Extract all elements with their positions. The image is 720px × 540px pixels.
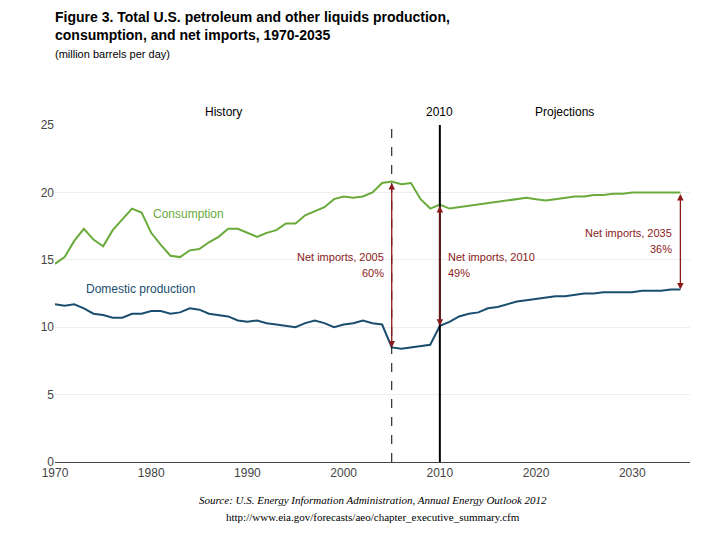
- svg-text:2020: 2020: [523, 466, 550, 480]
- svg-text:2000: 2000: [330, 466, 357, 480]
- svg-text:Projections: Projections: [535, 105, 594, 119]
- svg-text:Source: U.S. Energy Informatio: Source: U.S. Energy Information Administ…: [199, 494, 547, 506]
- svg-text:1990: 1990: [234, 466, 261, 480]
- svg-text:2030: 2030: [619, 466, 646, 480]
- svg-text:Net imports, 2035: Net imports, 2035: [585, 227, 672, 239]
- svg-text:Net imports, 2010: Net imports, 2010: [448, 251, 535, 263]
- svg-text:Figure 3. Total U.S. petroleum: Figure 3. Total U.S. petroleum and other…: [55, 9, 450, 60]
- svg-text:0: 0: [47, 455, 54, 469]
- svg-text:Consumption: Consumption: [153, 207, 224, 221]
- svg-text:15: 15: [41, 253, 55, 267]
- svg-text:2010: 2010: [426, 466, 453, 480]
- svg-text:49%: 49%: [448, 267, 470, 279]
- svg-text:2010: 2010: [426, 105, 453, 119]
- svg-text:20: 20: [41, 186, 55, 200]
- svg-text:5: 5: [47, 388, 54, 402]
- svg-text:Net imports, 2005: Net imports, 2005: [297, 251, 384, 263]
- svg-text:1970: 1970: [42, 466, 69, 480]
- svg-text:Domestic production: Domestic production: [86, 282, 195, 296]
- svg-text:http://www.eia.gov/forecasts/a: http://www.eia.gov/forecasts/aeo/chapter…: [226, 511, 520, 523]
- svg-text:60%: 60%: [362, 267, 384, 279]
- svg-text:36%: 36%: [650, 243, 672, 255]
- svg-text:25: 25: [41, 118, 55, 132]
- svg-text:History: History: [205, 105, 242, 119]
- svg-text:1980: 1980: [138, 466, 165, 480]
- svg-text:10: 10: [41, 320, 55, 334]
